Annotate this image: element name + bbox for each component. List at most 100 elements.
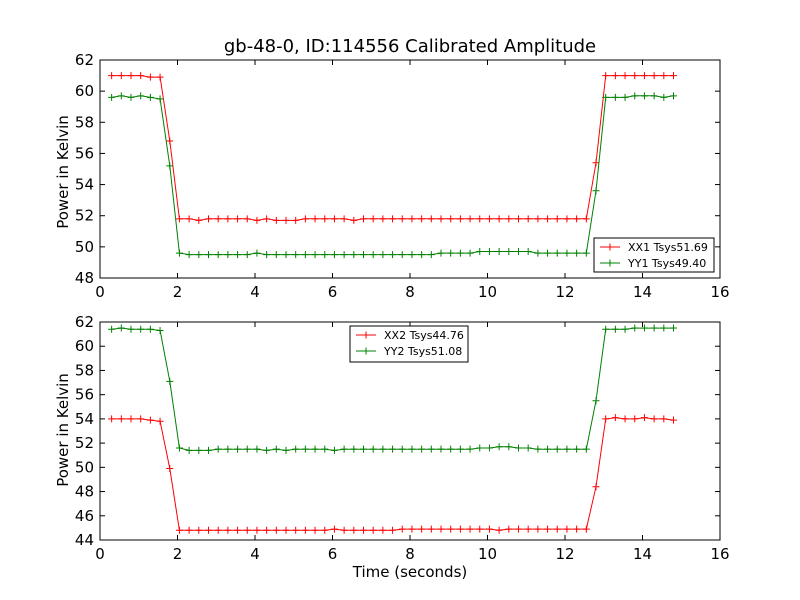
data-point — [330, 251, 338, 259]
data-point — [292, 216, 300, 224]
data-point — [117, 324, 125, 332]
data-point — [224, 251, 232, 259]
x-tick-label: 12 — [555, 545, 574, 563]
data-point — [311, 445, 319, 453]
data-point — [108, 93, 116, 101]
data-point — [495, 215, 503, 223]
data-point — [301, 215, 309, 223]
data-point — [282, 251, 290, 259]
series-2 — [108, 92, 677, 259]
data-point — [389, 251, 397, 259]
data-point — [544, 249, 552, 257]
data-point — [553, 215, 561, 223]
data-point — [573, 215, 581, 223]
data-point — [234, 215, 242, 223]
data-point — [456, 445, 464, 453]
data-point — [379, 251, 387, 259]
data-point — [485, 525, 493, 533]
data-point — [205, 215, 212, 223]
data-point — [553, 445, 561, 453]
legend-label: YY1 Tsys49.40 — [627, 257, 706, 270]
y-tick-label: 46 — [75, 507, 94, 525]
y-tick-label: 62 — [75, 313, 94, 331]
data-point — [456, 525, 464, 533]
data-point — [156, 95, 164, 103]
data-point — [670, 416, 677, 424]
data-point — [592, 159, 600, 167]
data-point — [563, 249, 571, 257]
data-point — [398, 251, 406, 259]
data-point — [670, 324, 677, 332]
data-point — [185, 526, 193, 534]
y-tick-label: 54 — [75, 176, 94, 194]
data-point — [253, 216, 261, 224]
x-tick-label: 12 — [555, 283, 574, 301]
data-point — [389, 445, 397, 453]
series-1 — [108, 414, 677, 534]
data-point — [447, 215, 455, 223]
data-point — [447, 525, 455, 533]
x-tick-label: 2 — [173, 283, 183, 301]
data-point — [456, 215, 464, 223]
data-point — [350, 251, 358, 259]
data-point — [398, 525, 406, 533]
legend-box — [593, 237, 715, 273]
data-point — [214, 445, 222, 453]
data-point — [534, 445, 542, 453]
data-point — [466, 215, 474, 223]
data-point — [485, 215, 493, 223]
data-point — [476, 215, 484, 223]
data-point — [330, 525, 338, 533]
data-point — [621, 415, 629, 423]
x-tick-label: 6 — [328, 283, 338, 301]
data-point — [127, 415, 135, 423]
data-point — [292, 251, 300, 259]
data-point — [146, 416, 154, 424]
data-point — [418, 215, 426, 223]
data-point — [418, 445, 426, 453]
data-point — [137, 72, 145, 80]
legend-swatch-marker — [606, 259, 614, 267]
data-point — [166, 137, 174, 145]
data-point — [640, 92, 648, 100]
data-point — [321, 215, 329, 223]
data-point — [108, 325, 116, 333]
data-point — [621, 93, 629, 101]
data-point — [408, 525, 416, 533]
data-point — [466, 249, 474, 257]
data-point — [447, 249, 455, 257]
data-point — [573, 249, 581, 257]
data-point — [534, 525, 542, 533]
data-point — [427, 525, 435, 533]
data-point — [263, 526, 271, 534]
data-point — [466, 445, 474, 453]
data-point — [137, 92, 145, 100]
data-point — [660, 324, 668, 332]
data-point — [234, 445, 242, 453]
data-point — [660, 72, 668, 80]
data-point — [389, 526, 397, 534]
data-point — [611, 325, 619, 333]
data-point — [447, 445, 455, 453]
data-point — [582, 525, 590, 533]
data-point — [427, 215, 435, 223]
data-point — [660, 415, 668, 423]
chart-title: gb-48-0, ID:114556 Calibrated Amplitude — [224, 36, 596, 57]
legend-swatch-marker — [606, 243, 614, 251]
data-point — [224, 215, 232, 223]
data-point — [166, 162, 174, 170]
data-point — [611, 93, 619, 101]
y-tick-label: 48 — [75, 269, 94, 287]
data-point — [195, 216, 203, 224]
data-point — [282, 446, 290, 454]
data-point — [611, 414, 619, 422]
top-plot: 0 2 4 6 8 10 12 14 16 48 50 52 54 56 58 60 62 XX1 Tsys51.… — [75, 51, 730, 301]
data-point — [563, 525, 571, 533]
data-point — [137, 325, 145, 333]
data-point — [234, 526, 242, 534]
data-point — [321, 251, 329, 259]
data-point — [253, 249, 261, 257]
data-point — [117, 72, 125, 80]
y-tick-label: 56 — [75, 144, 94, 162]
